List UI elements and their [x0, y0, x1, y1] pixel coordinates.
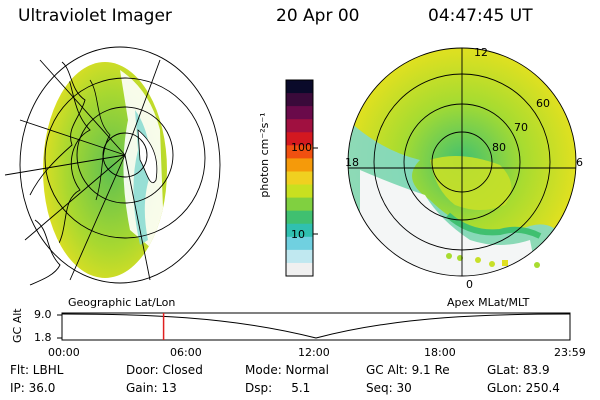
- mlt-label-0: 0: [466, 278, 473, 291]
- colorbar-swatch: [286, 119, 313, 133]
- colorbar-swatch: [286, 93, 313, 107]
- timeline-x-tick-1800: 18:00: [424, 346, 456, 359]
- color-scale-bar: [285, 79, 314, 277]
- dsp-info: Dsp: 5.1: [245, 381, 311, 395]
- timeline-plot: [57, 312, 571, 341]
- geographic-grid: [4, 46, 221, 284]
- colorbar-border: [285, 79, 314, 277]
- colorbar-swatch: [286, 210, 313, 225]
- timeline-x-tick-0000: 00:00: [48, 346, 80, 359]
- date-label: 20 Apr 00: [276, 6, 360, 26]
- colorbar-swatch: [286, 236, 313, 251]
- colorbar-swatch: [286, 249, 313, 264]
- timeline-x-tick-2359: 23:59: [554, 346, 586, 359]
- gc-alt-info: GC Alt: 9.1 Re: [366, 363, 450, 377]
- colorbar-swatch: [286, 158, 313, 172]
- colorbar-swatch: [286, 145, 313, 159]
- colorbar-swatch: [286, 132, 313, 146]
- seq-info: Seq: 30: [366, 381, 412, 395]
- mlat-label-60: 60: [536, 97, 550, 110]
- colorbar-swatch: [286, 171, 313, 186]
- mlt-label-12: 12: [474, 46, 488, 59]
- mode-info: Mode: Normal: [245, 363, 329, 377]
- colorbar-swatch: [286, 184, 313, 199]
- colorbar-tick-100: 100: [291, 141, 312, 154]
- colorbar-swatch: [286, 262, 313, 277]
- instrument-title: Ultraviolet Imager: [18, 6, 172, 26]
- time-label: 04:47:45 UT: [428, 6, 533, 26]
- mlat-label-70: 70: [514, 121, 528, 134]
- colorbar-tick-10: 10: [291, 228, 305, 241]
- glon-info: GLon: 250.4: [487, 381, 560, 395]
- timeline-x-tick-1200: 12:00: [298, 346, 330, 359]
- mlt-label-6: 6: [576, 156, 583, 169]
- timeline-y-tick-1: 1.8: [34, 331, 52, 344]
- apex-panel-label: Apex MLat/MLT: [447, 296, 530, 309]
- apex-grid: [347, 47, 577, 277]
- filter-info: Flt: LBHL: [10, 363, 64, 377]
- door-info: Door: Closed: [126, 363, 203, 377]
- gain-info: Gain: 13: [126, 381, 177, 395]
- mlt-label-18: 18: [345, 156, 359, 169]
- geographic-panel-label: Geographic Lat/Lon: [68, 296, 176, 309]
- colorbar-swatch: [286, 106, 313, 120]
- colorbar-swatch: [286, 223, 313, 238]
- colorbar-swatch: [286, 197, 313, 212]
- colorbar-unit-label: photon cm⁻²s⁻¹: [258, 112, 271, 198]
- colorbar-swatch: [286, 80, 313, 94]
- ip-info: IP: 36.0: [10, 381, 56, 395]
- timeline-y-tick-9: 9.0: [34, 308, 52, 321]
- colorbar-ticks: [313, 147, 318, 235]
- timeline-y-label: GC Alt: [11, 308, 24, 343]
- timeline-x-tick-0600: 06:00: [170, 346, 202, 359]
- geographic-image: [29, 61, 167, 286]
- mlat-label-80: 80: [492, 141, 506, 154]
- glat-info: GLat: 83.9: [487, 363, 550, 377]
